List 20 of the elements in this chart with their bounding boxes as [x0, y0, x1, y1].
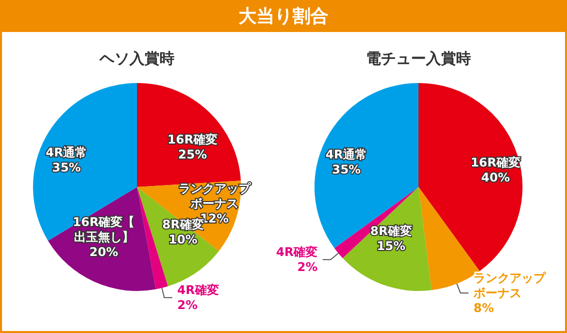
slice-label: ランクアップボーナス — [472, 270, 546, 300]
chart-title: 大当り割合 — [2, 2, 565, 32]
data-label: 2% — [177, 298, 198, 312]
slice-label: 4R通常 — [326, 147, 368, 162]
data-label: 35% — [332, 162, 361, 176]
data-label: 35% — [52, 160, 81, 174]
data-label: 8% — [473, 300, 494, 315]
data-label: 2% — [297, 260, 318, 274]
slice-label: 4R確変 — [177, 283, 219, 298]
data-label: 15% — [376, 239, 406, 254]
slice-label: 4R確変 — [276, 245, 318, 260]
chart-subtitle: 電チュー入賞時 — [366, 50, 471, 68]
slice-label: 16R確変 — [168, 132, 218, 146]
data-label: 25% — [178, 147, 207, 162]
data-label: 40% — [481, 170, 510, 184]
slice-label: 8R確変 — [370, 224, 412, 238]
data-label: 20% — [89, 245, 118, 260]
slice-label: 4R通常 — [46, 145, 88, 160]
data-label: 10% — [168, 232, 198, 247]
chart-subtitle: ヘソ入賞時 — [98, 50, 174, 68]
